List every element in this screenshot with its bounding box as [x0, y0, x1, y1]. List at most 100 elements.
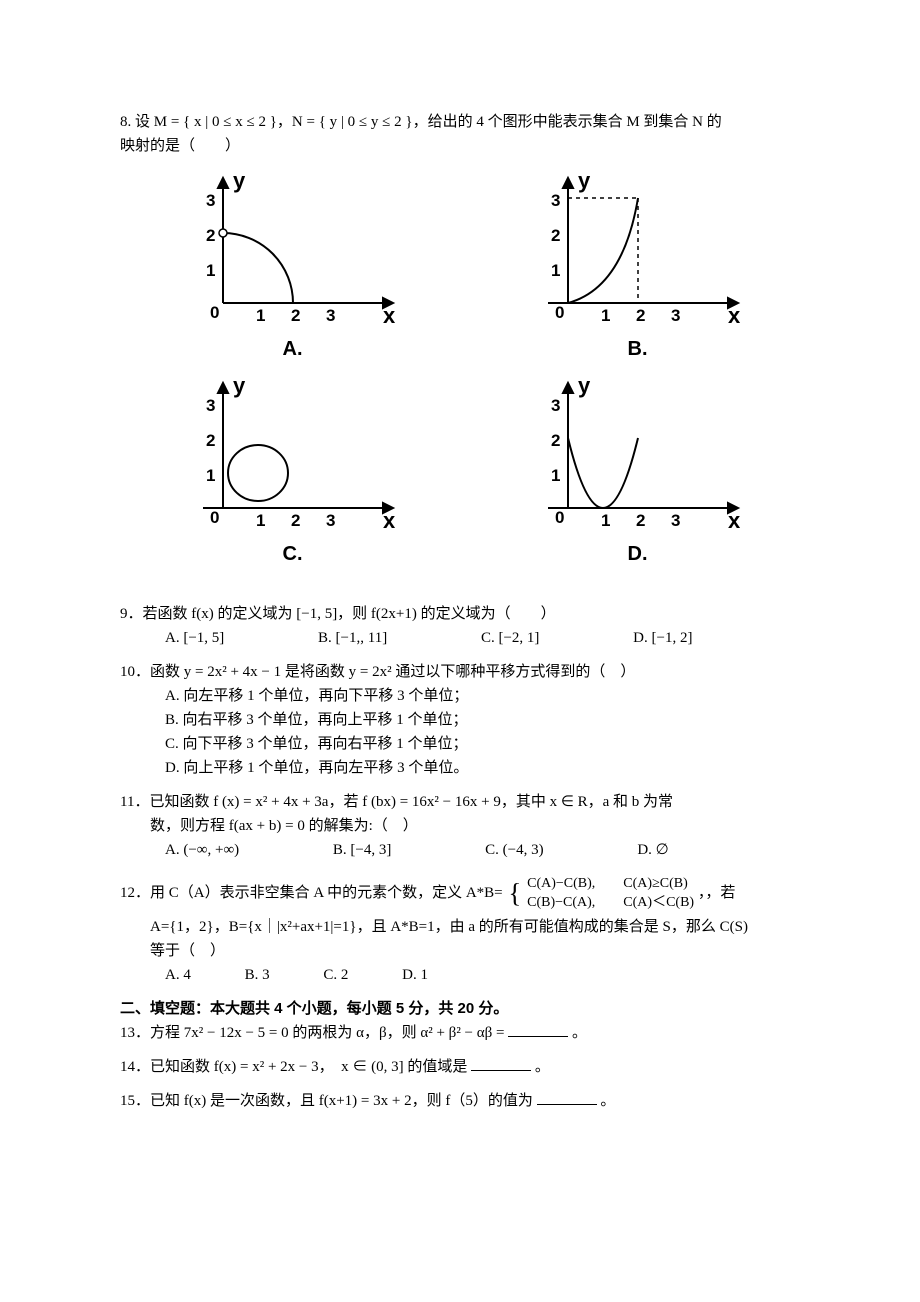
q14: 14．已知函数 f(x) = x² + 2x − 3， x ∈ (0, 3] 的…	[120, 1055, 810, 1079]
q14-post: 。	[535, 1059, 550, 1075]
svg-text:2: 2	[206, 226, 215, 245]
q11-opt-A: A. (−∞, +∞)	[165, 838, 239, 862]
brace-icon: {	[508, 872, 521, 915]
chart-B-label: B.	[523, 333, 753, 365]
svg-text:3: 3	[206, 396, 215, 415]
q12-stem-b: A={1，2}，B={x｜|x²+ax+1|=1}，且 A*B=1，由 a 的所…	[120, 915, 810, 939]
q11: 11．已知函数 f (x) = x² + 4x + 3a，若 f (bx) = …	[120, 790, 810, 862]
svg-text:2: 2	[636, 511, 645, 530]
q10-opt-B: B. 向右平移 3 个单位，再向上平移 1 个单位；	[165, 708, 810, 732]
svg-text:1: 1	[256, 511, 265, 530]
svg-text:1: 1	[551, 261, 560, 280]
chart-A-open-point	[219, 229, 227, 237]
svg-text:x: x	[728, 303, 741, 328]
q12-opt-C: C. 2	[323, 963, 348, 987]
svg-text:3: 3	[206, 191, 215, 210]
svg-text:x: x	[383, 508, 396, 533]
q12-stem-c: 等于（ ）	[120, 939, 810, 963]
q13-blank[interactable]	[508, 1021, 568, 1037]
section-2-title: 二、填空题：本大题共 4 个小题，每小题 5 分，共 20 分。	[120, 997, 810, 1021]
svg-text:3: 3	[671, 511, 680, 530]
svg-text:y: y	[578, 168, 591, 193]
q13-pre: 13．方程 7x² − 12x − 5 = 0 的两根为 α，β，则 α² + …	[120, 1025, 504, 1041]
origin-label: 0	[210, 303, 219, 322]
x-axis-label: x	[383, 303, 396, 328]
svg-text:3: 3	[551, 396, 560, 415]
svg-text:3: 3	[326, 511, 335, 530]
q9-options: A. [−1, 5] B. [−1,, 11] C. [−2, 1] D. [−…	[120, 626, 810, 650]
q15-pre: 15．已知 f(x) 是一次函数，且 f(x+1) = 3x + 2，则 f（5…	[120, 1093, 533, 1109]
q14-blank[interactable]	[471, 1055, 531, 1071]
svg-text:1: 1	[206, 261, 215, 280]
chart-D-svg: 0 1 2 3 1 2 3 x y	[523, 373, 753, 538]
q11-stem-a: 11．已知函数 f (x) = x² + 4x + 3a，若 f (bx) = …	[120, 790, 810, 814]
q12-opt-B: B. 3	[245, 963, 270, 987]
chart-B-svg: 0 1 2 3 1 2 3 x y	[523, 168, 753, 333]
q10-stem: 10．函数 y = 2x² + 4x − 1 是将函数 y = 2x² 通过以下…	[120, 660, 810, 684]
svg-text:y: y	[233, 373, 246, 398]
q12-opt-A: A. 4	[165, 963, 191, 987]
svg-text:2: 2	[551, 226, 560, 245]
chart-D: 0 1 2 3 1 2 3 x y D.	[523, 373, 753, 570]
chart-A-label: A.	[178, 333, 408, 365]
chart-A-svg: 0 1 2 3 1 2 3 x y	[178, 168, 408, 333]
q12-options: A. 4 B. 3 C. 2 D. 1	[120, 963, 810, 987]
q9-opt-B: B. [−1,, 11]	[318, 626, 387, 650]
chart-D-curve	[568, 438, 638, 508]
piecewise-def: { C(A)−C(B), C(A)≥C(B) C(B)−C(A), C(A)＜C…	[506, 872, 694, 915]
q9-opt-D: D. [−1, 2]	[633, 626, 692, 650]
q11-opt-D: D. ∅	[637, 838, 668, 862]
q8: 8. 设 M = { x | 0 ≤ x ≤ 2 }，N = { y | 0 ≤…	[120, 110, 810, 158]
q10-options: A. 向左平移 1 个单位，再向下平移 3 个单位； B. 向右平移 3 个单位…	[120, 684, 810, 780]
chart-B-curve	[568, 198, 638, 303]
piecewise-top: C(A)−C(B), C(A)≥C(B)	[527, 875, 694, 893]
q9: 9．若函数 f(x) 的定义域为 [−1, 5]，则 f(2x+1) 的定义域为…	[120, 602, 810, 650]
q15-blank[interactable]	[537, 1089, 597, 1105]
q13-post: 。	[572, 1025, 587, 1041]
svg-text:0: 0	[555, 508, 564, 527]
svg-text:0: 0	[555, 303, 564, 322]
svg-text:3: 3	[326, 306, 335, 325]
svg-text:0: 0	[210, 508, 219, 527]
q12: 12．用 C（A）表示非空集合 A 中的元素个数，定义 A*B= { C(A)−…	[120, 872, 810, 987]
svg-text:y: y	[578, 373, 591, 398]
q11-opt-B: B. [−4, 3]	[333, 838, 391, 862]
q11-stem-b: 数，则方程 f(ax + b) = 0 的解集为:（ ）	[120, 814, 810, 838]
chart-B: 0 1 2 3 1 2 3 x y B.	[523, 168, 753, 365]
q8-stem-b: 映射的是（ ）	[120, 134, 810, 158]
q15-post: 。	[600, 1093, 615, 1109]
svg-text:1: 1	[601, 306, 610, 325]
svg-text:2: 2	[636, 306, 645, 325]
svg-text:2: 2	[291, 511, 300, 530]
svg-text:1: 1	[551, 466, 560, 485]
svg-text:1: 1	[256, 306, 265, 325]
chart-C-label: C.	[178, 538, 408, 570]
y-axis-label: y	[233, 168, 246, 193]
q13: 13．方程 7x² − 12x − 5 = 0 的两根为 α，β，则 α² + …	[120, 1021, 810, 1045]
svg-text:2: 2	[291, 306, 300, 325]
chart-C: 0 123 123 x y C.	[178, 373, 408, 570]
q12-line1: 12．用 C（A）表示非空集合 A 中的元素个数，定义 A*B= { C(A)−…	[120, 872, 810, 915]
q8-charts-row2: 0 1 2 3 1 2 3 x y C. 0 1 2 3 1 2 3 x y D.	[120, 373, 810, 570]
svg-text:3: 3	[551, 191, 560, 210]
q10: 10．函数 y = 2x² + 4x − 1 是将函数 y = 2x² 通过以下…	[120, 660, 810, 780]
q9-opt-C: C. [−2, 1]	[481, 626, 539, 650]
chart-C-circle	[228, 445, 288, 501]
q10-opt-D: D. 向上平移 1 个单位，再向左平移 3 个单位。	[165, 756, 810, 780]
chart-A-curve	[223, 233, 293, 303]
chart-A: 0 1 2 3 1 2 3 x y A.	[178, 168, 408, 365]
svg-text:2: 2	[551, 431, 560, 450]
q8-charts-row1: 0 1 2 3 1 2 3 x y A. 0 1 2 3 1 2 3 x y	[120, 168, 810, 365]
svg-text:x: x	[728, 508, 741, 533]
q8-stem-a: 8. 设 M = { x | 0 ≤ x ≤ 2 }，N = { y | 0 ≤…	[120, 110, 810, 134]
svg-text:1: 1	[601, 511, 610, 530]
q11-opt-C: C. (−4, 3)	[485, 838, 543, 862]
q9-opt-A: A. [−1, 5]	[165, 626, 224, 650]
chart-C-svg: 0 123 123 x y	[178, 373, 408, 538]
q12-stem-a: 12．用 C（A）表示非空集合 A 中的元素个数，定义 A*B=	[120, 885, 503, 901]
q14-pre: 14．已知函数 f(x) = x² + 2x − 3， x ∈ (0, 3] 的…	[120, 1059, 467, 1075]
svg-text:3: 3	[671, 306, 680, 325]
chart-D-label: D.	[523, 538, 753, 570]
q11-options: A. (−∞, +∞) B. [−4, 3] C. (−4, 3) D. ∅	[120, 838, 810, 862]
q10-opt-A: A. 向左平移 1 个单位，再向下平移 3 个单位；	[165, 684, 810, 708]
